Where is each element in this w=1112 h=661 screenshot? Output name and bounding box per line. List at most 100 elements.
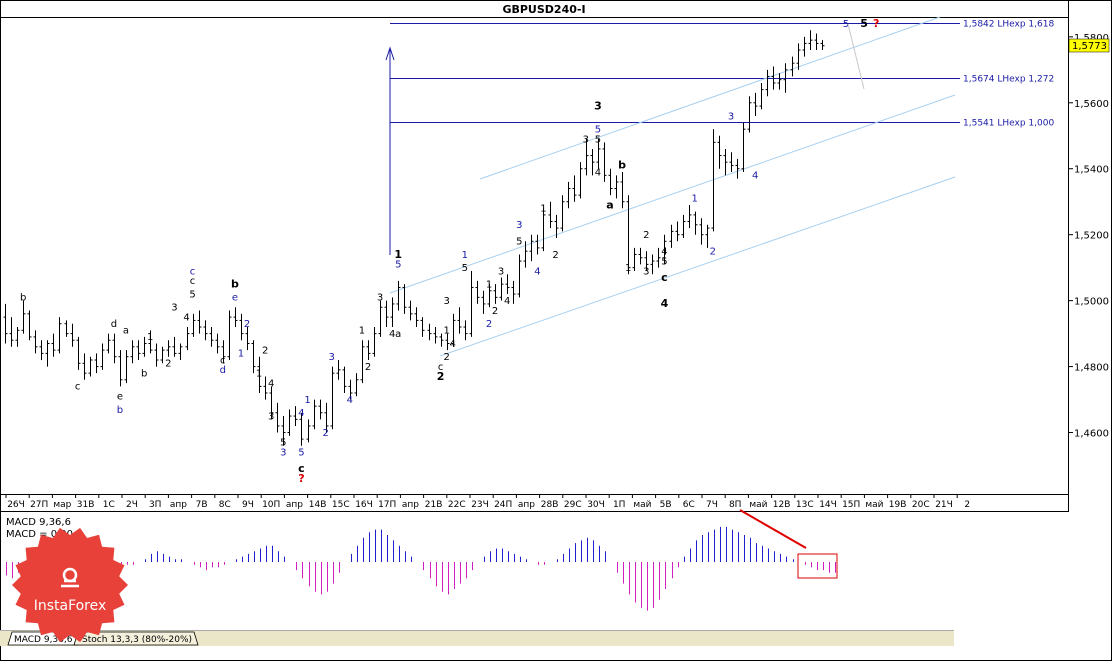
- logo-text: InstaForex: [34, 598, 107, 614]
- ohlc-bar: [662, 234, 667, 265]
- macd-panel: [6, 526, 836, 611]
- ohlc-bar: [517, 254, 522, 298]
- ohlc-bar: [360, 340, 365, 384]
- wave-label: 3: [171, 303, 177, 314]
- date-tick-label: 1П: [613, 500, 626, 510]
- level-label: 1,5842 LHexp 1,618: [963, 20, 1054, 30]
- channel-line: [389, 94, 956, 294]
- ohlc-bar: [669, 224, 674, 248]
- date-tick-label: 28В: [541, 500, 559, 510]
- wave-label: b: [231, 277, 239, 290]
- ohlc-bar: [70, 323, 75, 347]
- ohlc-bar: [3, 303, 8, 344]
- wave-label: 5: [860, 17, 868, 30]
- ohlc-bar: [814, 33, 819, 51]
- ohlc-bar: [94, 353, 99, 374]
- date-tick-label: 8С: [219, 500, 231, 510]
- ohlc-bar: [142, 336, 147, 357]
- date-tick-label: 15П: [842, 500, 860, 510]
- ohlc-bar: [566, 181, 571, 209]
- wave-label: 1: [256, 368, 262, 379]
- ohlc-bar: [396, 280, 401, 311]
- date-tick-label: 8П: [729, 500, 742, 510]
- ohlc-bar: [820, 40, 825, 51]
- date-tick-label: 23Ч: [471, 500, 489, 510]
- wave-label: 3: [268, 411, 274, 422]
- ohlc-bar: [178, 343, 183, 360]
- ohlc-bar: [281, 416, 286, 446]
- ohlc-bar: [390, 297, 395, 328]
- wave-label: 5: [516, 237, 522, 248]
- ohlc-bar: [45, 340, 50, 367]
- ohlc-bar: [124, 350, 129, 384]
- date-tick-label: 26Ч: [7, 500, 25, 510]
- ohlc-bar: [747, 96, 752, 133]
- wave-label: 1: [304, 395, 310, 406]
- ohlc-bar: [741, 122, 746, 173]
- wave-label: c: [190, 266, 196, 277]
- date-tick-label: апр: [170, 500, 187, 510]
- date-tick-label: 16Ч: [355, 500, 373, 510]
- macd-label: MACD 9,36,6: [6, 517, 71, 528]
- ohlc-bar: [51, 333, 56, 357]
- ohlc-bar: [620, 172, 625, 209]
- ohlc-bar: [88, 356, 93, 377]
- ohlc-bar: [197, 310, 202, 334]
- ohlc-bar: [705, 224, 710, 248]
- level-label: 1,5541 LHexp 1,000: [963, 119, 1054, 129]
- wave-label: ?: [873, 17, 879, 30]
- wave-label: 3: [329, 352, 335, 363]
- price-axis: 1,5800 1,5600 1,5400 1,5200 1,5000 1,4800 1,46…: [1068, 33, 1109, 440]
- ohlc-bar: [384, 300, 389, 328]
- tab-stoch-label: Stoch 13,3,3 (80%-20%): [82, 635, 192, 645]
- date-tick-label: 31В: [77, 500, 95, 510]
- wave-label: 2: [552, 250, 558, 261]
- ohlc-bar: [336, 359, 341, 380]
- price-tick-label: 1,5800: [1074, 33, 1109, 44]
- ohlc-bar: [306, 419, 311, 443]
- date-tick-label: 30Ч: [587, 500, 605, 510]
- wave-label: b: [141, 368, 147, 379]
- ohlc-bar: [499, 277, 504, 301]
- tab-stoch[interactable]: Stoch 13,3,3 (80%-20%): [73, 631, 199, 646]
- level-label: 1,5674 LHexp 1,272: [963, 75, 1054, 85]
- ohlc-bar: [160, 346, 165, 364]
- wave-label: 2: [437, 370, 445, 383]
- wave-label: b: [117, 405, 123, 416]
- ohlc-bar: [765, 69, 770, 97]
- ohlc-bar: [808, 30, 813, 51]
- wave-label: 2: [643, 230, 649, 241]
- price-tick-label: 1,5000: [1074, 297, 1109, 308]
- date-tick-label: 10П: [262, 500, 280, 510]
- ohlc-bar: [330, 366, 335, 430]
- wave-label: c: [661, 271, 668, 284]
- channel-line: [479, 16, 941, 180]
- ohlc-bar: [203, 320, 208, 341]
- wave-label: a: [395, 329, 401, 340]
- trend-channels: [389, 16, 956, 357]
- date-tick-label: 7Ч: [706, 500, 718, 510]
- date-tick-label: май: [633, 500, 651, 510]
- ohlc-bar: [445, 333, 450, 351]
- ohlc-bar: [64, 320, 69, 337]
- date-tick-label: 2Ч: [126, 500, 138, 510]
- date-tick-label: 27П: [30, 500, 48, 510]
- ohlc-bar: [9, 317, 14, 347]
- ohlc-bar: [312, 399, 317, 430]
- ohlc-bar: [378, 300, 383, 337]
- wave-label: 4: [183, 312, 189, 323]
- wave-label: d: [220, 365, 226, 376]
- ohlc-bar: [166, 340, 171, 357]
- wave-label: a: [123, 326, 129, 337]
- wave-label: 3: [583, 134, 589, 145]
- wave-label: 3: [443, 296, 449, 307]
- date-tick-label: май: [865, 500, 883, 510]
- ohlc-bar: [596, 139, 601, 169]
- ohlc-bar: [118, 350, 123, 387]
- date-axis: 26Ч 27П мар 31В 1С 2Ч 3П апр 7В 8С 9Ч 10П апр 14В 15С 1…: [5, 494, 970, 510]
- ohlc-bar: [245, 327, 250, 351]
- date-tick-label: апр: [402, 500, 419, 510]
- wave-label: 5: [189, 289, 195, 300]
- wave-label: 5: [280, 438, 286, 449]
- ohlc-bar: [481, 290, 486, 314]
